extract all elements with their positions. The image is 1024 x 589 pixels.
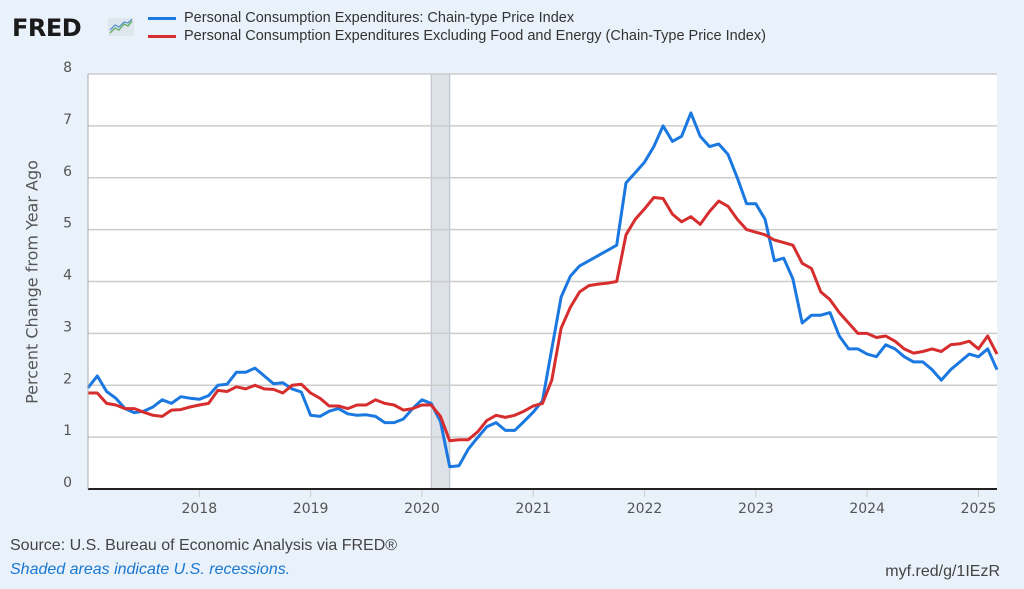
legend-item-core-pce[interactable]: Personal Consumption Expenditures Exclud… bbox=[148, 27, 766, 45]
y-tick-label: 5 bbox=[63, 216, 72, 232]
y-tick-label: 3 bbox=[63, 319, 72, 335]
recession-note: Shaded areas indicate U.S. recessions. bbox=[10, 561, 291, 578]
chart-line-icon bbox=[108, 18, 134, 36]
short-url-link[interactable]: myf.red/g/1IEzR bbox=[885, 563, 1000, 580]
x-tick-label: 2019 bbox=[293, 501, 329, 517]
y-tick-label: 7 bbox=[63, 112, 72, 128]
y-tick-label: 4 bbox=[63, 268, 72, 284]
x-tick-label: 2021 bbox=[515, 501, 551, 517]
legend-swatch-pce bbox=[148, 16, 176, 20]
x-tick-label: 2023 bbox=[738, 501, 774, 517]
fred-logo[interactable]: FRED bbox=[12, 14, 82, 42]
y-tick-label: 0 bbox=[63, 475, 72, 491]
legend-label-core-pce: Personal Consumption Expenditures Exclud… bbox=[184, 28, 766, 44]
series-line-core-pce bbox=[88, 196, 999, 443]
legend-item-pce[interactable]: Personal Consumption Expenditures: Chain… bbox=[148, 9, 766, 27]
y-tick-label: 1 bbox=[63, 423, 72, 439]
x-tick-label: 2024 bbox=[849, 501, 885, 517]
legend-swatch-core-pce bbox=[148, 34, 176, 38]
x-tick-label: 2018 bbox=[181, 501, 217, 517]
chart-legend: Personal Consumption Expenditures: Chain… bbox=[148, 9, 766, 45]
x-tick-label: 2025 bbox=[961, 501, 997, 517]
y-tick-label: 6 bbox=[63, 164, 72, 180]
legend-label-pce: Personal Consumption Expenditures: Chain… bbox=[184, 10, 575, 26]
y-tick-label: 8 bbox=[63, 60, 72, 76]
x-tick-label: 2020 bbox=[404, 501, 440, 517]
source-note: Source: U.S. Bureau of Economic Analysis… bbox=[10, 537, 398, 554]
y-tick-label: 2 bbox=[63, 371, 72, 387]
x-tick-label: 2022 bbox=[627, 501, 663, 517]
